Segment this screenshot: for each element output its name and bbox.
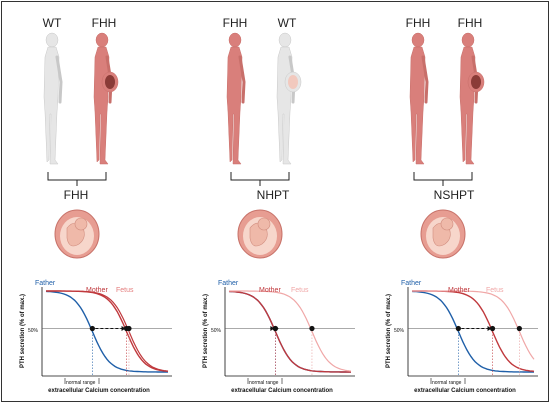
- panel-3-x-label: extracellular Calcium concentration: [414, 388, 516, 394]
- panel-2-right-label: WT: [277, 16, 297, 30]
- panel-1-x-label: extracellular Calcium concentration: [48, 388, 150, 394]
- panel-1-point-2: [126, 325, 132, 332]
- panel-3-legend-fetus: Fetus: [486, 287, 504, 294]
- panel-1-uterus: [54, 209, 100, 259]
- panel-1-plot: [41, 287, 172, 384]
- panel-3-right-label: FHH: [457, 16, 483, 30]
- panel-2-point-2: [309, 325, 315, 332]
- panel-2-left-label: FHH: [222, 16, 248, 30]
- panel-2-arrowhead: [270, 326, 275, 331]
- panel-3-curve-father: [411, 290, 534, 373]
- panel-2-legend-father: Father: [218, 280, 239, 287]
- panel-2-normal-range: normal range: [249, 380, 279, 386]
- panel-3-legend-father: Father: [401, 280, 422, 287]
- panel-3-point-0: [455, 325, 461, 332]
- panel-2-fifty: 50%: [211, 328, 222, 334]
- panel-3-right-person-fetus: [471, 75, 481, 89]
- panel-2-diagnosis: NHPT: [256, 188, 290, 202]
- panel-3-fifty: 50%: [394, 328, 405, 334]
- panel-1-diagnosis: FHH: [63, 188, 89, 202]
- panel-1-left-label: WT: [42, 16, 62, 30]
- panel-2-uterus: [237, 209, 283, 259]
- panel-3-point-1: [489, 325, 496, 332]
- panel-3-point-2: [516, 325, 522, 332]
- panel-2-curve-fetus: [229, 290, 352, 372]
- panel-3-people: [409, 32, 485, 259]
- panel-2-curve-mother: [228, 290, 351, 373]
- panel-2-right-person-fetus: [288, 75, 298, 89]
- panel-2-legend-fetus: Fetus: [291, 287, 309, 294]
- panel-3-right-person: [459, 32, 485, 165]
- panel-1-normal-range: normal range: [66, 380, 96, 386]
- panel-3-plot: [407, 287, 538, 384]
- panel-1-right-person-fetus: [105, 75, 115, 89]
- panel-3-diagnosis: NSHPT: [433, 188, 475, 202]
- panel-3-y-label: PTH secretion (% of max.): [386, 293, 392, 368]
- panel-1-curve-father: [45, 290, 168, 373]
- panel-1-legend-mother: Mother: [86, 287, 108, 294]
- panel-1-y-label: PTH secretion (% of max.): [20, 293, 26, 368]
- panel-2-point-1: [272, 325, 278, 332]
- panel-2-plot: [224, 287, 355, 384]
- panel-3-left-person: [409, 32, 429, 165]
- panel-1-people: [43, 32, 119, 259]
- panel-3: FHH FHH NSHPT Father Mother Fetus PTH se…: [368, 2, 550, 403]
- panel-3-curve-fetus: [412, 290, 535, 360]
- panel-3-uterus: [420, 209, 466, 259]
- panel-2-y-label: PTH secretion (% of max.): [203, 293, 209, 368]
- panel-1-right-label: FHH: [91, 16, 117, 30]
- panel-1: WT FHH FHH Father Mother Fetus PTH secre…: [2, 2, 184, 403]
- panel-1-left-person: [43, 32, 63, 165]
- panel-3-normal-range: normal range: [432, 380, 462, 386]
- panel-1-arrowhead: [121, 326, 126, 331]
- panel-2-left-person: [226, 32, 246, 165]
- panel-1-legend-father: Father: [35, 280, 56, 287]
- panel-3-arrowhead: [487, 326, 492, 331]
- panel-2-people: [226, 32, 302, 259]
- panel-1-curve-fetus: [46, 290, 169, 372]
- panel-1-fifty: 50%: [28, 328, 39, 334]
- panel-1-point-0: [89, 325, 95, 332]
- panel-2-legend-mother: Mother: [259, 287, 281, 294]
- panel-1-right-person: [93, 32, 119, 165]
- panel-1-legend-fetus: Fetus: [116, 287, 134, 294]
- panel-2: FHH WT NHPT Father Mother Fetus PTH secr…: [185, 2, 367, 403]
- panel-3-left-label: FHH: [405, 16, 431, 30]
- panel-2-right-person: [276, 32, 302, 165]
- panel-2-x-label: extracellular Calcium concentration: [231, 388, 333, 394]
- panel-3-legend-mother: Mother: [448, 287, 470, 294]
